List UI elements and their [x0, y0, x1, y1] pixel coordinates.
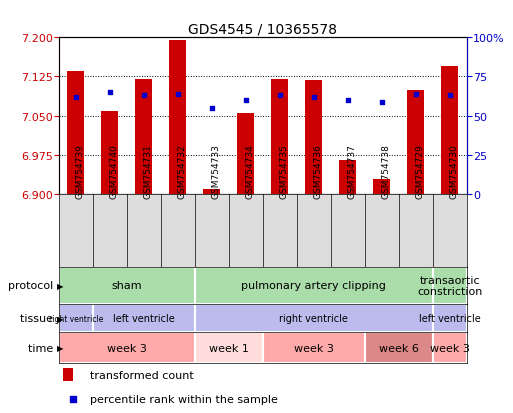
Text: transaortic
constriction: transaortic constriction [417, 275, 483, 297]
Bar [93, 304, 195, 332]
Bar [169, 40, 186, 195]
Title: GDS4545 / 10365578: GDS4545 / 10365578 [188, 23, 338, 37]
Text: transformed count: transformed count [90, 370, 193, 380]
Point [140, 93, 148, 100]
Bar [68, 72, 85, 195]
Point [310, 94, 318, 101]
Text: GSM754736: GSM754736 [314, 144, 323, 199]
Bar [373, 179, 390, 195]
Bar [433, 267, 467, 304]
Text: left ventricle: left ventricle [419, 313, 481, 323]
Text: GSM754732: GSM754732 [178, 144, 187, 199]
Text: week 6: week 6 [379, 343, 419, 353]
Bar [63, 368, 73, 382]
Bar [195, 267, 433, 304]
Text: GSM754735: GSM754735 [280, 144, 289, 199]
Bar [59, 304, 93, 332]
Bar [271, 80, 288, 195]
Bar [59, 267, 195, 304]
Text: ▶: ▶ [57, 281, 64, 290]
Text: GSM754730: GSM754730 [450, 144, 459, 199]
Bar [340, 161, 357, 195]
Text: time: time [28, 343, 56, 353]
Text: protocol: protocol [8, 281, 56, 291]
Text: GSM754733: GSM754733 [212, 144, 221, 199]
Bar [195, 304, 433, 332]
Text: GSM754731: GSM754731 [144, 144, 153, 199]
Bar [441, 67, 458, 195]
Text: GSM754737: GSM754737 [348, 144, 357, 199]
Bar [433, 332, 467, 363]
Text: GSM754738: GSM754738 [382, 144, 391, 199]
Text: GSM754734: GSM754734 [246, 144, 255, 199]
Point [174, 91, 182, 98]
Point [208, 105, 216, 112]
Text: right ventricle: right ventricle [280, 313, 348, 323]
Point [106, 90, 114, 96]
Point [378, 99, 386, 106]
Text: percentile rank within the sample: percentile rank within the sample [90, 394, 278, 404]
Text: sham: sham [112, 281, 142, 291]
Bar [102, 111, 119, 195]
Text: left ventricle: left ventricle [113, 313, 175, 323]
Point [69, 396, 77, 402]
Bar [59, 332, 195, 363]
Point [344, 97, 352, 104]
Text: week 3: week 3 [430, 343, 470, 353]
Text: ▶: ▶ [57, 314, 64, 323]
Bar [305, 81, 322, 195]
Text: tissue: tissue [20, 313, 56, 323]
Text: pulmonary artery clipping: pulmonary artery clipping [242, 281, 386, 291]
Point [446, 93, 454, 100]
Text: right ventricle: right ventricle [49, 314, 103, 323]
Bar [407, 90, 424, 195]
Point [242, 97, 250, 104]
Text: GSM754729: GSM754729 [416, 144, 425, 199]
Text: GSM754739: GSM754739 [76, 144, 85, 199]
Text: week 3: week 3 [107, 343, 147, 353]
Bar [365, 332, 433, 363]
Text: ▶: ▶ [57, 344, 64, 352]
Bar [135, 80, 152, 195]
Text: GSM754740: GSM754740 [110, 144, 119, 199]
Bar [238, 114, 254, 195]
Point [276, 93, 284, 100]
Text: week 1: week 1 [209, 343, 249, 353]
Bar [263, 332, 365, 363]
Bar [433, 304, 467, 332]
Bar [195, 332, 263, 363]
Bar [204, 190, 221, 195]
Point [72, 94, 80, 101]
Point [412, 91, 420, 98]
Text: week 3: week 3 [294, 343, 334, 353]
